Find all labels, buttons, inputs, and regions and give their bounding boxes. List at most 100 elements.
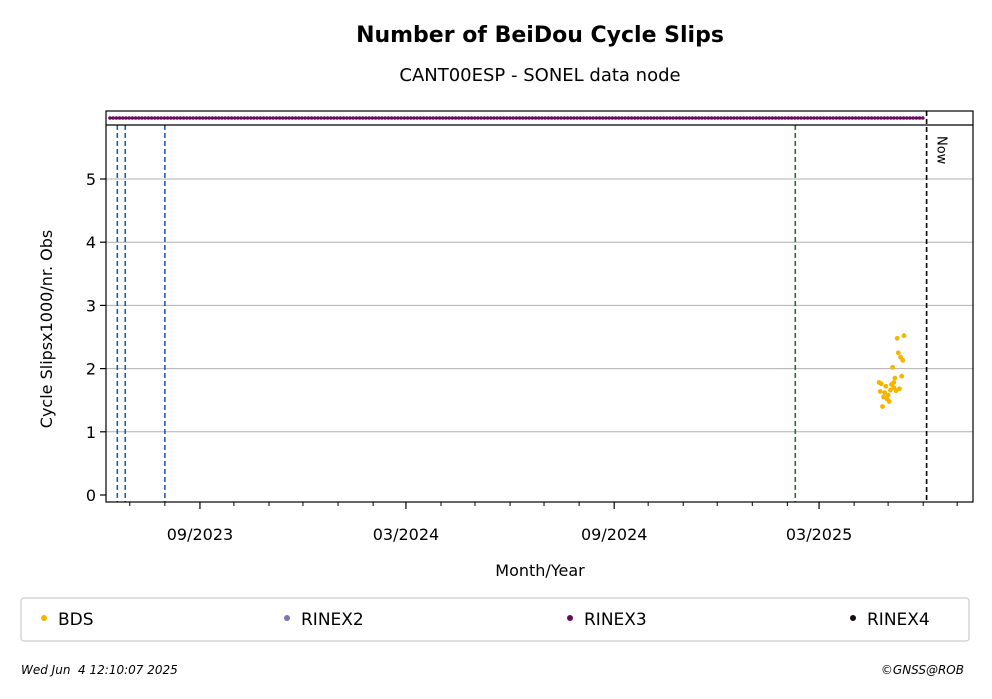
rinex3-band-point [290, 116, 295, 120]
rinex3-band-point [853, 116, 858, 120]
data-points [876, 333, 907, 409]
rinex3-band-point [223, 116, 227, 120]
rinex3-band-point [239, 116, 243, 120]
rinex3-band-point [322, 116, 327, 120]
rinex3-band-point [143, 116, 147, 120]
rinex3-band-point [649, 116, 653, 120]
rinex3-band-point [434, 116, 439, 120]
rinex3-band-point [402, 116, 407, 120]
rinex3-band-point [565, 116, 570, 120]
rinex3-band-point [617, 116, 621, 120]
rinex3-band-point [165, 116, 170, 120]
rinex3-band-point [841, 116, 845, 120]
rinex3-band-point [338, 116, 343, 120]
rinex3-band-point [770, 116, 775, 120]
rinex3-band-point [229, 116, 234, 120]
bds-point [901, 333, 907, 339]
rinex3-band-point [498, 116, 503, 120]
rinex3-band-point [898, 116, 903, 120]
rinex3-band-point [556, 116, 560, 120]
x-axis-label: Month/Year [495, 561, 585, 580]
rinex3-band-point [684, 116, 688, 120]
rinex3-band-point [284, 116, 288, 120]
rinex3-band-point [396, 116, 400, 120]
legend-marker [284, 615, 290, 621]
rinex3-band-point [594, 116, 599, 120]
rinex3-band-point [146, 116, 151, 120]
rinex3-band-point [796, 116, 800, 120]
legend-label: RINEX2 [301, 610, 364, 630]
rinex3-band-point [818, 116, 823, 120]
rinex3-band-point [789, 116, 794, 120]
y-axis-label: Cycle Slipsx1000/nr. Obs [37, 230, 56, 428]
rinex3-band-point [255, 116, 259, 120]
rinex3-band-point [137, 116, 141, 120]
rinex3-band-point [642, 116, 647, 120]
rinex3-band-point [431, 116, 436, 120]
rinex3-band-point [825, 116, 829, 120]
bds-point [891, 380, 897, 385]
rinex3-band-point [127, 116, 131, 120]
bds-point [885, 392, 891, 398]
rinex3-band-point [159, 116, 163, 120]
rinex3-band-point [626, 116, 631, 120]
rinex3-band-point [601, 116, 605, 120]
rinex3-band-point [921, 116, 925, 120]
rinex3-band-point [108, 116, 112, 120]
rinex3-band-point [889, 116, 893, 120]
rinex3-band-point [181, 116, 186, 120]
rinex3-band-point [473, 116, 477, 120]
rinex3-band-point [879, 116, 883, 120]
bds-point [890, 364, 895, 370]
rinex3-band-point [738, 116, 743, 120]
y-tick-label: 1 [86, 423, 96, 442]
y-tick-label: 3 [86, 296, 96, 315]
rinex3-band-point [460, 116, 464, 120]
rinex3-band-point [130, 116, 135, 120]
rinex3-band-point [620, 116, 624, 120]
rinex3-band-point [277, 116, 282, 120]
rinex3-band-point [409, 116, 413, 120]
rinex3-band-point [674, 116, 679, 120]
rinex3-band-point [476, 116, 480, 120]
rinex3-band-point [293, 116, 298, 120]
rinex3-band-point [540, 116, 544, 120]
legend-label: RINEX4 [867, 610, 930, 630]
rinex3-band-point [751, 116, 755, 120]
rinex3-band-point [719, 116, 723, 120]
rinex3-band-point [876, 116, 880, 120]
rinex3-band-point [377, 116, 381, 120]
rinex3-band-point [140, 116, 144, 120]
rinex3-band-point [117, 116, 122, 120]
rinex3-band-point [393, 116, 397, 120]
rinex3-band-point [636, 116, 640, 120]
rinex3-band-point [437, 116, 442, 120]
rinex3-band-point [348, 116, 352, 120]
x-tick-label: 09/2024 [581, 525, 647, 544]
rinex3-band-point [450, 116, 455, 120]
rinex3-band-point [185, 116, 189, 120]
rinex3-band-point [585, 116, 589, 120]
rinex3-band-point [892, 116, 896, 120]
rinex3-band-point [329, 116, 333, 120]
legend-marker [850, 615, 856, 621]
rinex3-band-point [741, 116, 746, 120]
rinex3-band-point [575, 116, 579, 120]
bds-point [895, 350, 901, 356]
rinex3-band-point [697, 116, 701, 120]
rinex3-band-point [521, 116, 525, 120]
bds-point [897, 386, 902, 392]
rinex3-band-point [572, 116, 576, 120]
rinex3-band-point [777, 116, 781, 120]
rinex3-band-point [111, 116, 115, 120]
bds-point [888, 387, 893, 393]
rinex3-band-point [175, 116, 179, 120]
rinex3-band-point [569, 116, 573, 120]
rinex3-band-point [469, 116, 474, 120]
rinex3-band-point [716, 116, 720, 120]
y-tick-label: 5 [86, 170, 96, 189]
rinex3-band-point [197, 116, 202, 120]
rinex3-band-point [373, 116, 378, 120]
rinex3-band-point [389, 116, 394, 120]
rinex3-band-point [357, 116, 362, 120]
